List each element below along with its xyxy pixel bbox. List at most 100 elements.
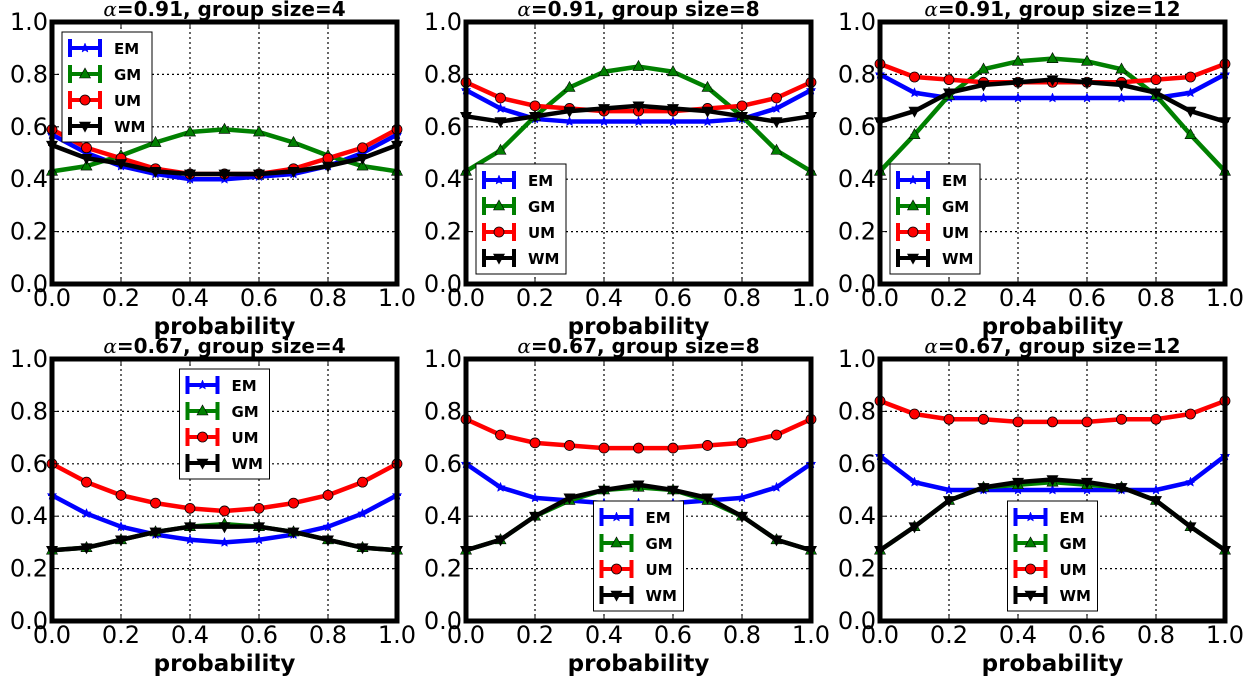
data-point-wm bbox=[218, 169, 231, 181]
data-point-um bbox=[150, 497, 161, 509]
data-point-em bbox=[1047, 484, 1058, 495]
data-point-em bbox=[564, 115, 575, 127]
data-point-wm bbox=[149, 167, 162, 178]
data-point-um bbox=[253, 502, 265, 514]
data-point-um bbox=[288, 497, 299, 509]
data-point-um bbox=[115, 489, 127, 501]
x-axis-label: probability bbox=[154, 651, 296, 677]
legend-um-marker bbox=[493, 226, 505, 238]
y-tick-label: 0.2 bbox=[10, 218, 48, 246]
data-point-gm bbox=[666, 65, 680, 77]
title-alpha-symbol: α bbox=[924, 0, 938, 21]
data-point-wm bbox=[80, 153, 93, 165]
legend-um-marker bbox=[611, 563, 622, 575]
legend: EM GM UM WM bbox=[593, 500, 684, 612]
data-point-um bbox=[978, 413, 989, 425]
legend: EM GM UM WM bbox=[889, 163, 981, 275]
data-point-em bbox=[978, 92, 989, 103]
data-point-um bbox=[598, 442, 610, 454]
legend-wm-marker bbox=[1024, 590, 1037, 602]
legend-wm-marker bbox=[610, 590, 623, 602]
data-point-wm bbox=[183, 522, 197, 534]
data-point-wm bbox=[977, 80, 990, 92]
data-point-wm bbox=[1080, 77, 1094, 89]
data-point-em bbox=[253, 534, 265, 545]
y-tick-label: 0.2 bbox=[424, 218, 462, 246]
legend-label-um: UM bbox=[528, 224, 555, 242]
data-point-wm bbox=[114, 535, 128, 547]
y-tick-label: 0.6 bbox=[838, 113, 876, 141]
data-point-em bbox=[909, 476, 920, 487]
axes-frame bbox=[49, 356, 400, 624]
data-point-wm bbox=[942, 496, 956, 508]
legend: EM GM UM WM bbox=[475, 163, 567, 275]
data-point-gm bbox=[149, 135, 162, 147]
legend-label-em: EM bbox=[646, 509, 671, 527]
series-gm bbox=[873, 52, 1232, 176]
y-tick-label: 0.4 bbox=[838, 165, 876, 193]
legend-label-gm: GM bbox=[114, 66, 141, 84]
x-tick-label: 1.0 bbox=[792, 284, 830, 312]
data-point-gm bbox=[287, 135, 300, 147]
x-tick-label: 1.0 bbox=[378, 621, 416, 649]
data-point-wm bbox=[114, 159, 128, 171]
data-point-gm bbox=[908, 128, 921, 139]
data-point-wm bbox=[494, 535, 507, 547]
title-text: =0.67, group size=8 bbox=[531, 334, 760, 358]
data-point-em bbox=[702, 115, 713, 127]
chart-title: α=0.67, group size=8 bbox=[517, 334, 759, 358]
chart-panel-2: 0.0 0.2 0.4 0.6 0.8 1.0 0.0 0.2 0.4 0.6 0.8 1.0 α=0.… bbox=[424, 0, 830, 340]
data-point-em bbox=[495, 102, 506, 114]
y-tick-label: 1.0 bbox=[424, 345, 462, 373]
data-point-um bbox=[184, 502, 196, 514]
y-tick-label: 0.2 bbox=[10, 555, 48, 583]
y-tick-label: 0.4 bbox=[838, 502, 876, 530]
data-point-um bbox=[909, 71, 920, 83]
data-point-wm bbox=[701, 493, 714, 505]
y-tick-label: 0.2 bbox=[838, 555, 876, 583]
data-point-wm bbox=[597, 485, 611, 497]
data-point-em bbox=[1116, 92, 1127, 103]
legend-em-marker bbox=[197, 379, 208, 390]
data-point-um bbox=[81, 476, 92, 488]
data-point-em bbox=[1185, 476, 1196, 487]
legend-label-gm: GM bbox=[646, 535, 673, 553]
legend-label-em: EM bbox=[1060, 509, 1085, 527]
data-point-wm bbox=[252, 522, 266, 534]
x-tick-label: 0.4 bbox=[585, 621, 623, 649]
x-tick-label: 0.8 bbox=[723, 621, 761, 649]
data-point-um bbox=[81, 142, 92, 154]
data-point-em bbox=[357, 507, 368, 519]
legend-box bbox=[475, 163, 567, 275]
data-point-wm bbox=[321, 161, 335, 173]
legend-em-marker bbox=[1025, 511, 1036, 522]
title-text: =0.67, group size=4 bbox=[117, 334, 346, 358]
data-point-um bbox=[667, 442, 679, 454]
x-tick-label: 0.8 bbox=[309, 621, 347, 649]
legend-label-um: UM bbox=[646, 561, 673, 579]
data-point-gm bbox=[218, 122, 231, 134]
data-point-wm bbox=[528, 511, 542, 523]
data-point-wm bbox=[563, 493, 576, 505]
data-point-wm bbox=[632, 480, 645, 492]
data-point-um bbox=[771, 429, 782, 441]
data-point-em bbox=[1150, 484, 1162, 495]
data-point-um bbox=[564, 440, 575, 451]
x-axis-label: probability bbox=[982, 314, 1124, 340]
data-point-um bbox=[1081, 416, 1093, 428]
data-point-um bbox=[495, 92, 506, 104]
y-tick-label: 0.6 bbox=[838, 450, 876, 478]
chart-title: α=0.91, group size=4 bbox=[103, 0, 345, 21]
legend-um-marker bbox=[1025, 563, 1036, 575]
x-tick-label: 0.4 bbox=[585, 284, 623, 312]
legend-label-gm: GM bbox=[942, 198, 969, 216]
data-point-wm bbox=[287, 167, 300, 178]
data-point-um bbox=[1150, 74, 1162, 86]
x-axis-label: probability bbox=[154, 314, 296, 340]
data-point-um bbox=[1012, 416, 1024, 428]
y-tick-label: 0.8 bbox=[424, 60, 462, 88]
data-point-gm bbox=[563, 80, 576, 92]
y-tick-label: 0.6 bbox=[424, 450, 462, 478]
data-point-um bbox=[736, 100, 748, 112]
data-point-gm bbox=[1115, 62, 1128, 74]
